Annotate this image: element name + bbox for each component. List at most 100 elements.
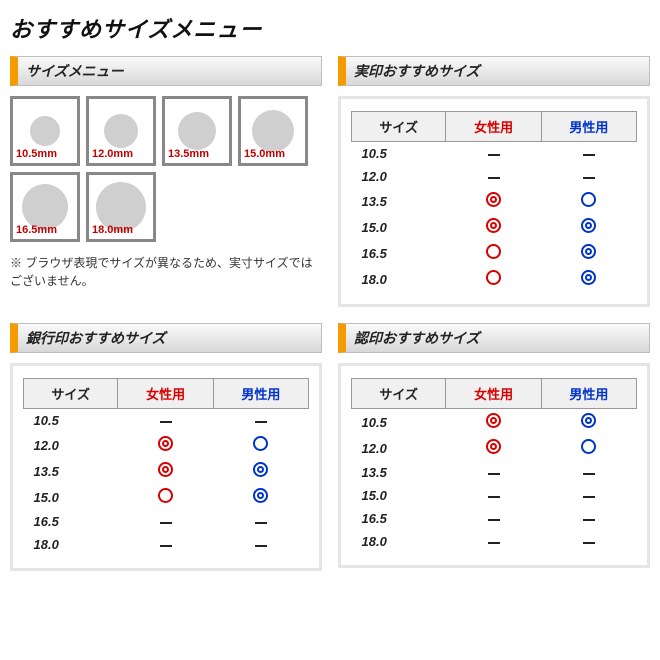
table-row: 12.0	[24, 432, 309, 458]
table-row: 13.5	[24, 458, 309, 484]
size-swatch-label: 15.0mm	[244, 148, 285, 160]
size-swatch-label: 12.0mm	[92, 148, 133, 160]
double-circle-icon	[486, 413, 501, 428]
cell-size: 16.5	[24, 510, 118, 533]
dash-icon	[488, 473, 500, 475]
dash-icon	[488, 542, 500, 544]
single-circle-icon	[158, 488, 173, 503]
cell-male	[213, 409, 308, 433]
cell-size: 12.0	[24, 432, 118, 458]
dash-icon	[583, 154, 595, 156]
table-row: 12.0	[352, 165, 637, 188]
double-circle-icon	[253, 488, 268, 503]
size-swatch-circle	[252, 110, 294, 152]
table-row: 10.5	[24, 409, 309, 433]
cell-size: 18.0	[352, 530, 446, 553]
cell-female	[118, 510, 213, 533]
cell-female	[446, 165, 541, 188]
page-title: おすすめサイズメニュー	[10, 12, 650, 44]
cell-female	[446, 214, 541, 240]
dash-icon	[255, 421, 267, 423]
cell-male	[213, 458, 308, 484]
cell-size: 18.0	[352, 266, 446, 292]
size-swatch[interactable]: 18.0mm	[86, 172, 156, 242]
cell-male	[541, 165, 636, 188]
double-circle-icon	[253, 462, 268, 477]
col-male: 男性用	[213, 379, 308, 409]
double-circle-icon	[486, 218, 501, 233]
cell-female	[446, 240, 541, 266]
single-circle-icon	[486, 270, 501, 285]
cell-size: 16.5	[352, 507, 446, 530]
cell-female	[446, 461, 541, 484]
size-swatch[interactable]: 12.0mm	[86, 96, 156, 166]
single-circle-icon	[581, 439, 596, 454]
cell-male	[541, 484, 636, 507]
table-row: 15.0	[352, 214, 637, 240]
cell-female	[446, 484, 541, 507]
size-swatch-label: 18.0mm	[92, 224, 133, 236]
size-swatch-circle	[104, 114, 138, 148]
table-row: 15.0	[352, 484, 637, 507]
panel-jitsuin: 実印おすすめサイズ サイズ 女性用 男性用 10.512.013.515.016…	[338, 56, 650, 307]
dash-icon	[583, 177, 595, 179]
size-swatch-circle	[178, 112, 216, 150]
table-row: 12.0	[352, 435, 637, 461]
dash-icon	[160, 421, 172, 423]
cell-male	[541, 435, 636, 461]
table-row: 18.0	[352, 266, 637, 292]
cell-female	[118, 484, 213, 510]
double-circle-icon	[581, 270, 596, 285]
panel-size-menu: サイズメニュー 10.5mm 12.0mm 13.5mm 15.0mm 16.5mm 18…	[10, 56, 322, 307]
table-row: 18.0	[352, 530, 637, 553]
dash-icon	[255, 522, 267, 524]
table-row: 10.5	[352, 409, 637, 436]
cell-male	[541, 142, 636, 166]
col-size: サイズ	[24, 379, 118, 409]
size-swatch[interactable]: 10.5mm	[10, 96, 80, 166]
cell-male	[541, 461, 636, 484]
dash-icon	[160, 522, 172, 524]
col-size: サイズ	[352, 112, 446, 142]
dash-icon	[160, 545, 172, 547]
cell-size: 12.0	[352, 435, 446, 461]
double-circle-icon	[486, 439, 501, 454]
panel-header-jitsuin: 実印おすすめサイズ	[338, 56, 650, 86]
cell-size: 13.5	[24, 458, 118, 484]
cell-female	[118, 533, 213, 556]
panel-header-mitomein: 認印おすすめサイズ	[338, 323, 650, 353]
table-row: 13.5	[352, 188, 637, 214]
double-circle-icon	[581, 218, 596, 233]
cell-size: 15.0	[352, 214, 446, 240]
size-swatch[interactable]: 13.5mm	[162, 96, 232, 166]
cell-size: 18.0	[24, 533, 118, 556]
cell-male	[213, 533, 308, 556]
size-menu-note: ※ ブラウザ表現でサイズが異なるため、実寸サイズではございません。	[10, 254, 322, 290]
size-swatch[interactable]: 15.0mm	[238, 96, 308, 166]
table-row: 13.5	[352, 461, 637, 484]
double-circle-icon	[486, 192, 501, 207]
cell-male	[541, 188, 636, 214]
cell-size: 10.5	[24, 409, 118, 433]
cell-female	[446, 507, 541, 530]
cell-male	[541, 240, 636, 266]
cell-male	[541, 266, 636, 292]
cell-male	[541, 214, 636, 240]
table-row: 16.5	[352, 507, 637, 530]
cell-male	[213, 510, 308, 533]
size-swatch-circle	[30, 116, 60, 146]
cell-female	[446, 435, 541, 461]
panel-ginkouin: 銀行印おすすめサイズ サイズ 女性用 男性用 10.512.013.515.01…	[10, 323, 322, 571]
panel-header-size-menu: サイズメニュー	[10, 56, 322, 86]
cell-female	[446, 530, 541, 553]
col-male: 男性用	[541, 379, 636, 409]
cell-size: 10.5	[352, 409, 446, 436]
table-mitomein: サイズ 女性用 男性用 10.512.013.515.016.518.0	[351, 378, 637, 553]
size-swatch[interactable]: 16.5mm	[10, 172, 80, 242]
cell-size: 15.0	[24, 484, 118, 510]
col-female: 女性用	[446, 112, 541, 142]
cell-male	[541, 507, 636, 530]
dash-icon	[255, 545, 267, 547]
cell-size: 10.5	[352, 142, 446, 166]
cell-size: 12.0	[352, 165, 446, 188]
